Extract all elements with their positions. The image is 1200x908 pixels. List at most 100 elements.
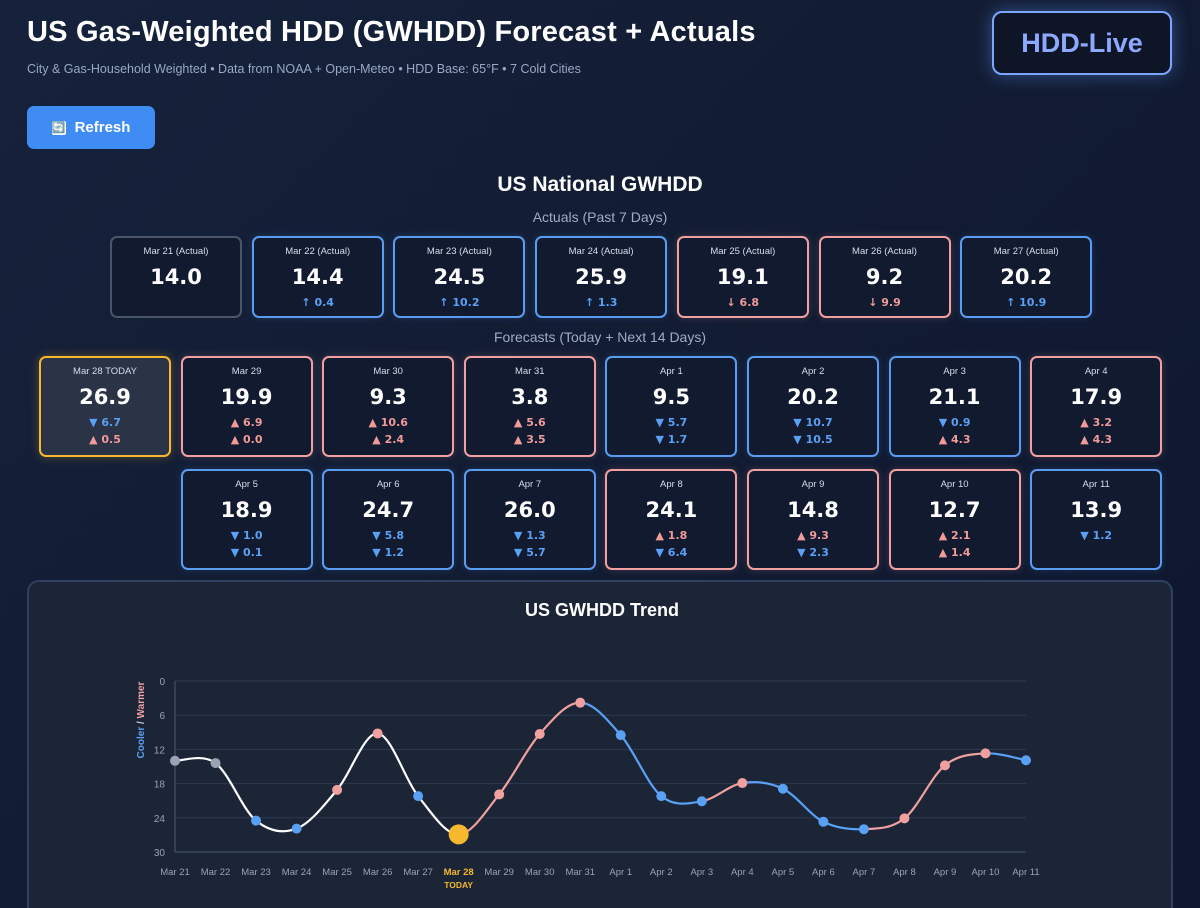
forecast-card[interactable]: Apr 2 20.2 ▼ 10.7 ▼ 10.5 (747, 356, 879, 457)
actual-card[interactable]: Mar 22 (Actual) 14.4 ↑ 0.4 (251, 236, 384, 318)
card-date-label: Mar 31 (515, 366, 545, 377)
card-date-label: Apr 4 (1084, 366, 1108, 377)
forecast-card[interactable]: Apr 4 17.9 ▲ 3.2 ▲ 4.3 (1030, 356, 1163, 457)
card-date-label: Apr 7 (518, 479, 542, 490)
card-date-label: Mar 22 (Actual) (285, 246, 351, 257)
chart-title: US GWHDD Trend (524, 600, 679, 620)
card-change-2: ▼ 2.3 (797, 546, 829, 559)
card-change-2: ▼ 5.7 (513, 546, 546, 559)
card-date-label: Mar 27 (Actual) (993, 246, 1059, 257)
card-change-1: ▼ 1.2 (1080, 529, 1113, 542)
card-change: ↑ 10.9 (1006, 296, 1047, 309)
card-change-1: ▼ 1.0 (230, 529, 263, 542)
forecasts-label: Forecasts (Today + Next 14 Days) (493, 329, 707, 345)
card-change: ↓ 6.8 (726, 296, 760, 309)
today-forecast-card[interactable]: Mar 28 TODAY 26.9 ▼ 6.7 ▲ 0.5 (39, 356, 171, 457)
card-change-2: ▲ 4.3 (938, 433, 971, 446)
card-value: 9.5 (652, 385, 690, 409)
refresh-icon: 🔄 (51, 120, 66, 135)
card-change-2 (1032, 546, 1160, 560)
card-value: 18.9 (220, 498, 273, 522)
card-change: ↓ 9.9 (868, 296, 901, 309)
forecast-card[interactable]: Apr 3 21.1 ▼ 0.9 ▲ 4.3 (888, 356, 1021, 457)
card-date-label: Apr 11 (1082, 479, 1110, 490)
card-date-label: Apr 10 (940, 479, 969, 490)
trend-chart-panel: US GWHDD Trend (27, 580, 1173, 908)
card-change-2: ▲ 3.5 (513, 433, 546, 446)
card-change-2: ▼ 6.4 (655, 546, 688, 559)
card-change-1: ▼ 10.7 (793, 416, 833, 429)
forecast-card[interactable]: Mar 29 19.9 ▲ 6.9 ▲ 0.0 (180, 356, 313, 457)
actual-card[interactable]: Mar 21 (Actual) 14.0 (110, 236, 242, 318)
card-date-label: Mar 21 (Actual) (143, 246, 209, 257)
card-value: 26.9 (79, 385, 131, 409)
card-value: 17.9 (1070, 385, 1123, 409)
card-value: 13.9 (1070, 498, 1123, 522)
actuals-label: Actuals (Past 7 Days) (532, 209, 668, 225)
forecast-card[interactable]: Apr 9 14.8 ▲ 9.3 ▼ 2.3 (747, 469, 879, 570)
forecast-card[interactable]: Mar 31 3.8 ▲ 5.6 ▲ 3.5 (463, 356, 596, 457)
forecast-card[interactable]: Apr 7 26.0 ▼ 1.3 ▼ 5.7 (463, 469, 596, 570)
card-date-label: Apr 3 (943, 366, 966, 377)
card-date-label: Apr 5 (235, 479, 258, 490)
card-change-2: ▲ 0.0 (230, 433, 263, 446)
card-value: 19.9 (220, 385, 273, 409)
card-value: 24.1 (645, 498, 698, 522)
card-date-label: Apr 1 (660, 366, 683, 377)
card-change-2: ▼ 1.7 (655, 433, 688, 446)
card-change-1: ▲ 1.8 (655, 529, 688, 542)
card-change-2: ▲ 1.4 (938, 546, 971, 559)
card-change-2: ▲ 4.3 (1080, 433, 1113, 446)
card-value: 14.0 (150, 265, 202, 289)
card-change-1: ▼ 5.7 (655, 416, 688, 429)
card-value: 21.1 (928, 385, 981, 409)
forecast-card[interactable]: Apr 8 24.1 ▲ 1.8 ▼ 6.4 (605, 469, 738, 570)
forecast-card[interactable]: Apr 1 9.5 ▼ 5.7 ▼ 1.7 (605, 356, 738, 457)
forecast-card[interactable]: Mar 30 9.3 ▲ 10.6 ▲ 2.4 (322, 356, 455, 457)
actual-card[interactable]: Mar 24 (Actual) 25.9 ↑ 1.3 (535, 236, 668, 318)
actual-card[interactable]: Mar 25 (Actual) 19.1 ↓ 6.8 (676, 236, 809, 318)
card-change-1: ▲ 3.2 (1080, 416, 1113, 429)
card-change-1: ▼ 1.3 (513, 529, 546, 542)
card-change (112, 296, 240, 310)
card-change-1: ▼ 5.8 (372, 529, 405, 542)
card-value: 9.3 (369, 385, 407, 409)
forecast-card[interactable]: Apr 5 18.9 ▼ 1.0 ▼ 0.1 (180, 469, 313, 570)
card-value: 19.1 (716, 265, 769, 289)
forecast-card[interactable]: Apr 6 24.7 ▼ 5.8 ▼ 1.2 (322, 469, 455, 570)
refresh-button[interactable]: 🔄 Refresh (27, 106, 155, 149)
card-change: ↑ 1.3 (584, 296, 618, 309)
page-title: US Gas-Weighted HDD (GWHDD) Forecast + A… (27, 16, 756, 48)
card-change-1: ▲ 2.1 (938, 529, 971, 542)
card-change-2: ▼ 1.2 (372, 546, 405, 559)
card-change-2: ▲ 2.4 (372, 433, 405, 446)
card-change-2: ▼ 0.1 (230, 546, 263, 559)
actual-card[interactable]: Mar 23 (Actual) 24.5 ↑ 10.2 (393, 236, 526, 318)
card-change-1: ▼ 6.7 (89, 416, 121, 429)
card-change-1: ▲ 5.6 (513, 416, 546, 429)
card-change-1: ▲ 6.9 (230, 416, 263, 429)
card-value: 25.9 (575, 265, 627, 289)
card-date-label: Mar 26 (Actual) (852, 246, 917, 257)
card-value: 9.2 (865, 265, 904, 289)
card-date-label: Mar 28 TODAY (73, 366, 137, 377)
actual-card[interactable]: Mar 26 (Actual) 9.2 ↓ 9.9 (818, 236, 951, 318)
card-date-label: Mar 23 (Actual) (426, 246, 492, 257)
card-change: ↑ 10.2 (439, 296, 480, 309)
national-section-title: US National GWHDD (497, 173, 703, 196)
card-value: 24.5 (433, 265, 486, 289)
card-change-1: ▲ 9.3 (797, 529, 829, 542)
actual-card[interactable]: Mar 27 (Actual) 20.2 ↑ 10.9 (960, 236, 1093, 318)
card-change-2: ▼ 10.5 (793, 433, 833, 446)
page-subtitle: City & Gas-Household Weighted • Data fro… (27, 62, 581, 76)
card-date-label: Apr 2 (801, 366, 825, 377)
forecast-card[interactable]: Apr 10 12.7 ▲ 2.1 ▲ 1.4 (888, 469, 1021, 570)
card-value: 3.8 (511, 385, 549, 409)
card-date-label: Apr 6 (376, 479, 400, 490)
forecast-card[interactable]: Apr 11 13.9 ▼ 1.2 (1030, 469, 1163, 570)
card-date-label: Apr 9 (801, 479, 825, 490)
hdd-live-logo[interactable]: HDD-Live (992, 11, 1172, 75)
card-value: 26.0 (503, 498, 556, 522)
card-value: 12.7 (928, 498, 981, 522)
card-date-label: Apr 8 (660, 479, 683, 490)
